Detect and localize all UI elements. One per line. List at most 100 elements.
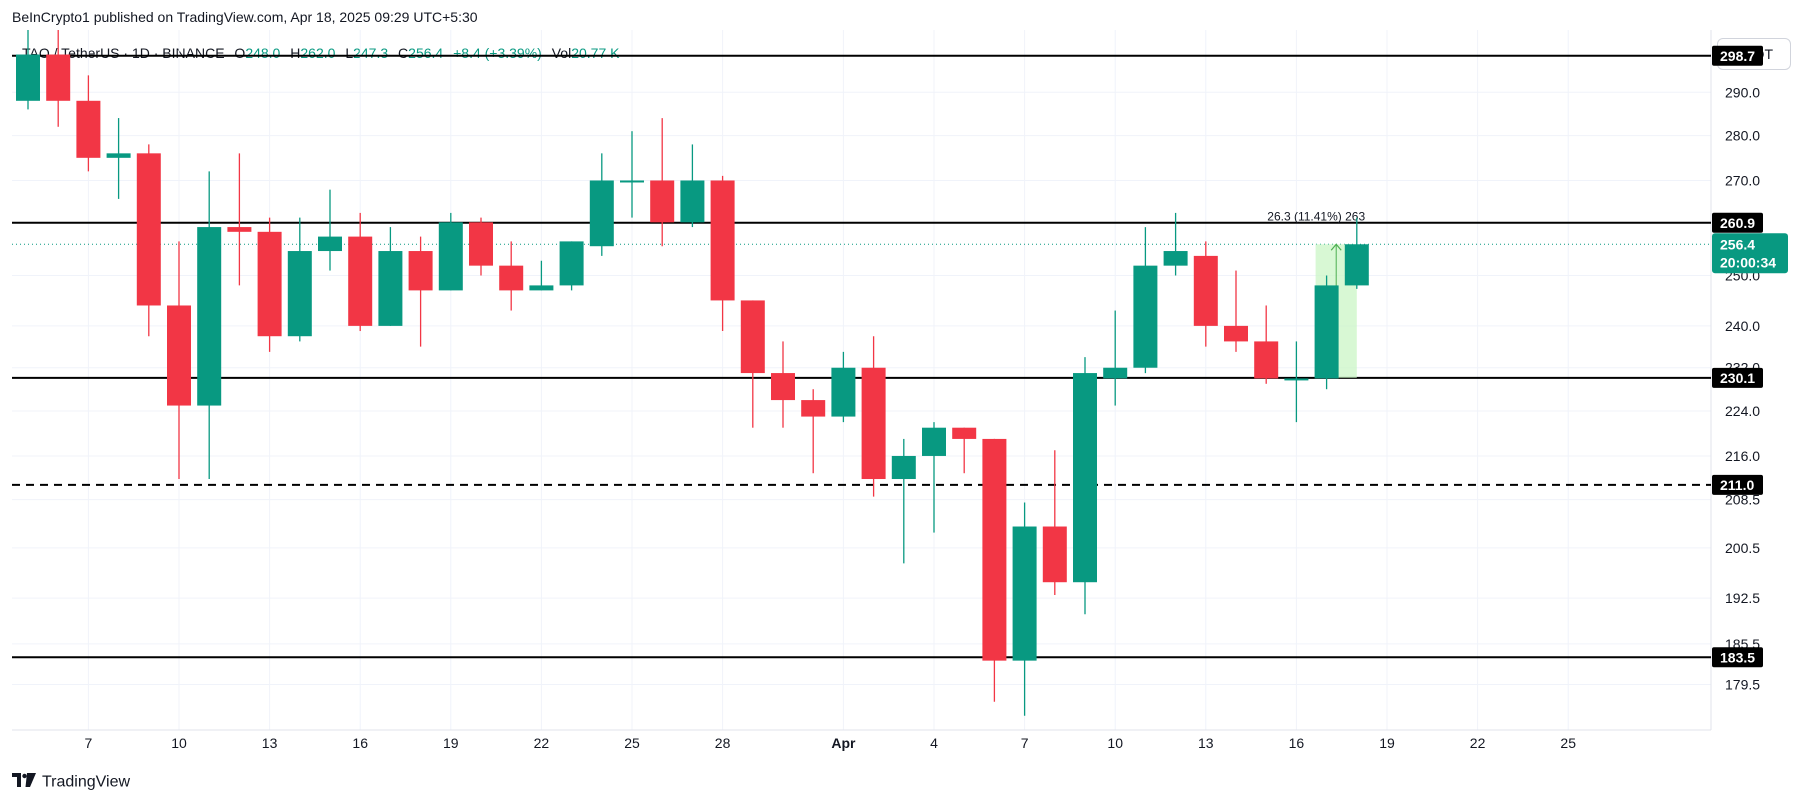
candle-3 (106, 118, 131, 199)
tradingview-logo-icon (12, 773, 36, 792)
candle-body-27 (831, 367, 856, 417)
close-value: 256.4 (408, 45, 444, 61)
candle-41 (1254, 305, 1279, 384)
price-tick-4: 240.0 (1725, 318, 1760, 334)
candle-39 (1193, 241, 1218, 347)
high-label: H (290, 45, 301, 61)
candle-body-43 (1314, 285, 1339, 379)
candle-29 (891, 438, 916, 564)
candle-32 (982, 438, 1007, 702)
time-tick-5: 22 (534, 735, 550, 751)
candle-25 (771, 341, 795, 428)
candle-body-14 (438, 222, 463, 291)
open-label: O (234, 45, 246, 61)
volume-label: Vol (551, 45, 572, 61)
candle-body-39 (1193, 255, 1218, 326)
candle-7 (227, 153, 252, 286)
candle-body-16 (499, 265, 524, 291)
candle-body-10 (318, 236, 342, 252)
time-tick-16: 25 (1560, 735, 1576, 751)
symbol-legend: TAO / TetherUS · 1D · BINANCE O248.0 H26… (22, 45, 619, 61)
time-axis-ticks: 7 10 13 16 19 22 25 28 Apr 4 7 10 13 16 19 22 25 (85, 735, 1577, 751)
tradingview-brand: TradingView (42, 773, 131, 791)
low-label: L (345, 45, 354, 61)
candle-24 (740, 300, 765, 428)
candle-body-38 (1163, 251, 1188, 266)
time-tick-11: 10 (1107, 735, 1123, 751)
tradingview-footer[interactable]: TradingView (12, 773, 130, 792)
candle-34 (1042, 450, 1067, 595)
level-tag-bg-4 (1712, 647, 1763, 668)
candle-23 (710, 175, 735, 332)
price-tick-7: 216.0 (1725, 448, 1760, 464)
volume-value: 20.77 K (571, 45, 620, 61)
candle-body-33 (1012, 526, 1037, 661)
candle-13 (408, 236, 433, 347)
candle-body-3 (106, 153, 131, 158)
candle-countdown: 20:00:34 (1720, 254, 1776, 270)
level-tag-2: 230.1 (1720, 370, 1755, 386)
candle-33 (1012, 502, 1037, 716)
candle-21 (650, 118, 675, 247)
level-tag-4: 183.5 (1720, 649, 1755, 665)
candle-body-2 (76, 100, 101, 158)
time-tick-3: 16 (352, 735, 368, 751)
measure-arrow-head (1330, 243, 1342, 251)
candle-body-4 (136, 153, 161, 306)
candle-12 (378, 227, 403, 326)
level-tag-3: 211.0 (1720, 477, 1754, 493)
candle-14 (438, 212, 463, 291)
time-tick-13: 16 (1289, 735, 1305, 751)
candle-body-44 (1344, 244, 1369, 286)
candle-1 (46, 30, 71, 127)
time-tick-15: 22 (1470, 735, 1486, 751)
price-tick-0: 290.0 (1725, 84, 1760, 100)
candle-body-34 (1042, 526, 1067, 583)
candle-6 (197, 171, 222, 480)
low-value: 247.3 (353, 45, 389, 61)
price-tick-8: 208.5 (1725, 492, 1760, 508)
candle-body-8 (257, 231, 282, 337)
candle-30 (922, 422, 946, 533)
candle-26 (801, 389, 826, 474)
candle-body-23 (710, 180, 735, 301)
price-tick-2: 270.0 (1725, 172, 1760, 188)
level-tag-1: 260.9 (1720, 215, 1755, 231)
level-tag-bg-3 (1712, 474, 1763, 495)
candle-11 (348, 212, 373, 332)
candle-body-31 (952, 427, 977, 439)
candle-44 (1344, 217, 1369, 289)
symbol-name[interactable]: TAO / TetherUS · 1D · BINANCE (22, 45, 225, 61)
candle-body-13 (408, 251, 433, 291)
candle-body-12 (378, 251, 403, 326)
chart-axes (12, 30, 1712, 731)
candle-body-37 (1133, 265, 1158, 368)
time-tick-4: 19 (443, 735, 459, 751)
candle-body-15 (469, 222, 493, 266)
candle-body-7 (227, 227, 252, 232)
candle-31 (952, 427, 977, 474)
level-tag-bg-2 (1712, 367, 1763, 388)
candle-body-18 (559, 241, 584, 286)
horizontal-levels (12, 54, 1711, 659)
time-tick-14: 19 (1379, 735, 1395, 751)
time-tick-12: 13 (1198, 735, 1214, 751)
time-tick-9: 4 (930, 735, 938, 751)
measure-label: 26.3 (11.41%) 263 (1267, 209, 1365, 223)
candle-body-32 (982, 438, 1007, 661)
price-axis-tags: 298.7 260.9 230.1 211.0 183.5 256.4 20:00:34 (1712, 45, 1788, 668)
candle-18 (559, 241, 584, 291)
publisher-credit: BeInCrypto1 published on TradingView.com… (12, 9, 478, 25)
candle-10 (318, 189, 342, 271)
time-tick-8: Apr (831, 735, 856, 751)
candle-body-36 (1103, 367, 1128, 379)
candle-body-25 (771, 373, 795, 401)
candle-body-40 (1224, 325, 1248, 342)
candle-35 (1073, 357, 1097, 615)
chart-grid (12, 30, 1711, 730)
candle-20 (620, 131, 644, 218)
candle-22 (680, 144, 705, 228)
time-tick-0: 7 (85, 735, 93, 751)
candle-37 (1133, 227, 1158, 374)
